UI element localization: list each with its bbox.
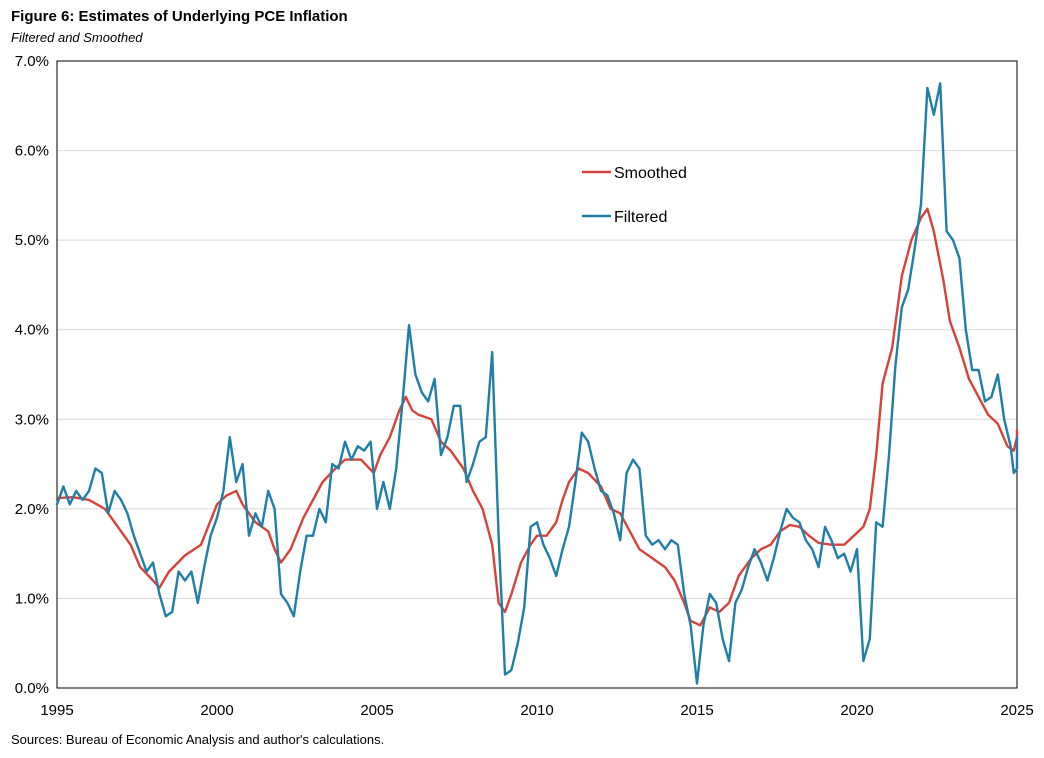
series-line-filtered — [55, 82, 1019, 685]
plot-frame — [56, 60, 1018, 689]
x-tick-label: 1995 — [40, 702, 73, 719]
x-tick-label: 2025 — [1000, 702, 1033, 719]
x-tick-label: 2000 — [200, 702, 233, 719]
y-tick-label: 3.0% — [15, 411, 49, 428]
grid-layer — [57, 150, 1017, 599]
series-layer — [55, 82, 1019, 685]
x-tick-label: 2015 — [680, 702, 713, 719]
legend: Smoothed Filtered — [582, 165, 687, 226]
legend-label-smoothed: Smoothed — [614, 165, 687, 182]
x-tick-label: 2020 — [840, 702, 873, 719]
y-tick-label: 5.0% — [15, 232, 49, 249]
y-tick-label: 0.0% — [15, 680, 49, 697]
y-tick-label: 7.0% — [15, 53, 49, 70]
chart-subtitle: Filtered and Smoothed — [11, 30, 143, 45]
source-note: Sources: Bureau of Economic Analysis and… — [11, 732, 385, 747]
axis-layer: 0.0% 1.0% 2.0% 3.0% 4.0% 5.0% 6.0% 7.0% 1995 2000… — [15, 53, 1034, 719]
x-tick-label: 2010 — [520, 702, 553, 719]
legend-label-filtered: Filtered — [614, 209, 667, 226]
y-tick-label: 6.0% — [15, 143, 49, 160]
x-tick-label: 2005 — [360, 702, 393, 719]
y-tick-label: 2.0% — [15, 501, 49, 518]
y-tick-label: 4.0% — [15, 322, 49, 339]
y-tick-label: 1.0% — [15, 590, 49, 607]
chart-title: Figure 6: Estimates of Underlying PCE In… — [11, 8, 348, 25]
